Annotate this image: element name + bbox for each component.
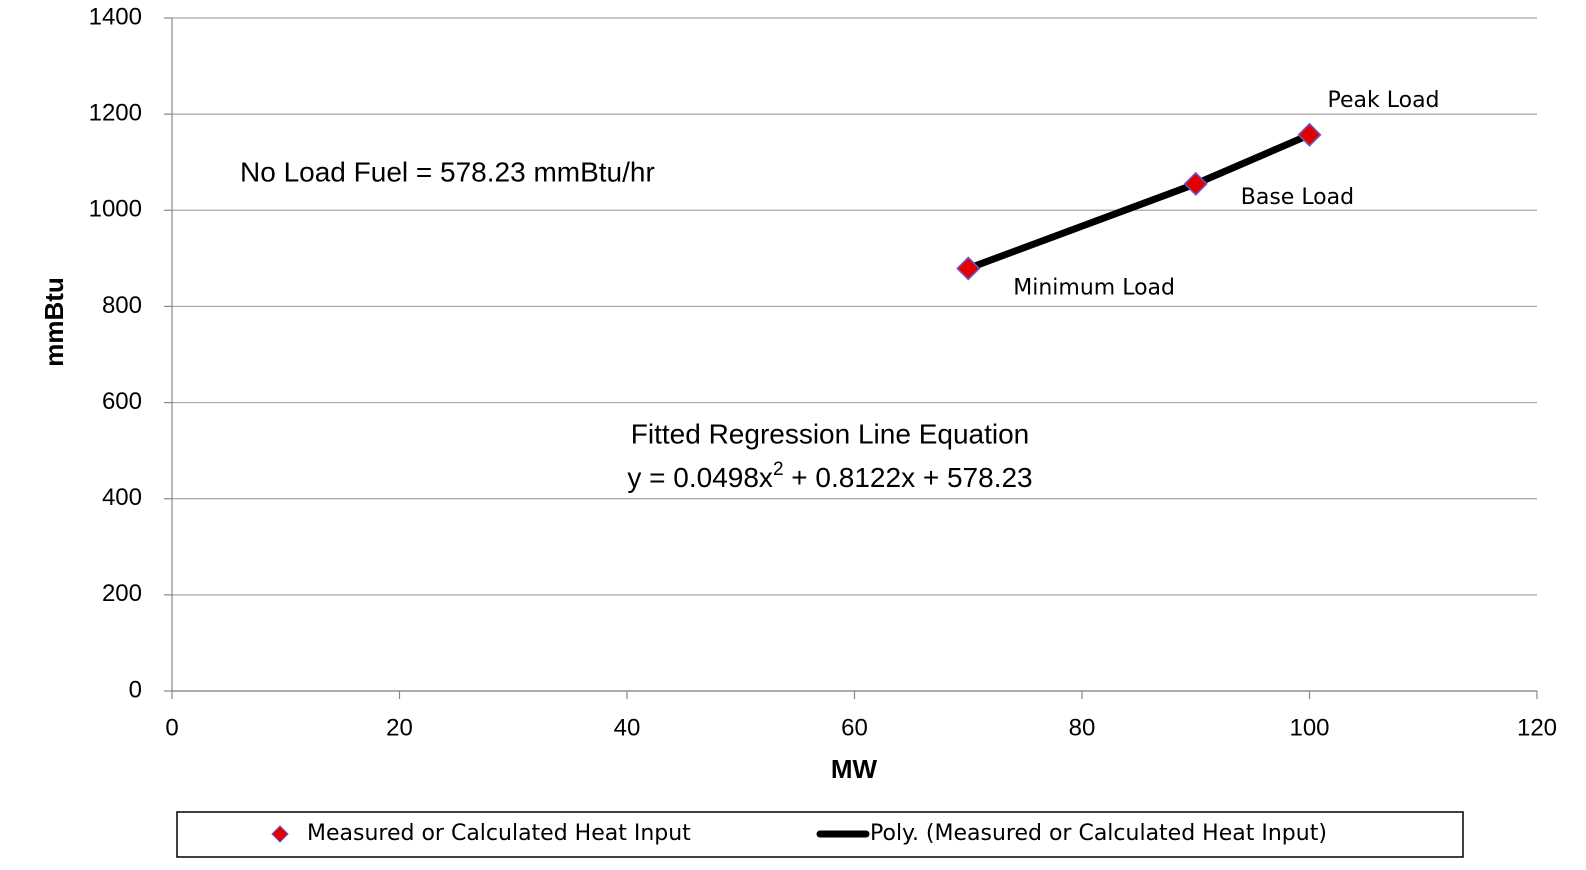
y-tick-label: 1400 [89, 3, 142, 30]
x-tick-label: 100 [1289, 714, 1329, 741]
equation-part: + 0.8122x + 578.23 [784, 462, 1033, 493]
y-tick-label: 0 [129, 676, 142, 703]
x-tick-label: 60 [841, 714, 868, 741]
y-axis-label: mmBtu [39, 277, 69, 367]
equation: y = 0.0498x2 + 0.8122x + 578.23 [627, 459, 1032, 493]
y-tick-label: 1000 [89, 196, 142, 223]
y-tick-label: 200 [102, 580, 142, 607]
point [1297, 122, 1322, 147]
x-tick-label: 40 [614, 714, 641, 741]
point-label: Peak Load [1328, 88, 1440, 113]
legend-label: Measured or Calculated Heat Input [307, 821, 691, 846]
equation-part: y = 0.0498x [627, 462, 773, 493]
legend-label: Poly. (Measured or Calculated Heat Input… [870, 821, 1327, 846]
x-tick-label: 120 [1517, 714, 1557, 741]
y-tick-label: 800 [102, 292, 142, 319]
x-axis-label: MW [831, 754, 878, 784]
x-tick-label: 0 [165, 714, 178, 741]
equation-exponent: 2 [773, 459, 784, 480]
legend-marker [271, 825, 289, 843]
no-load-annotation: No Load Fuel = 578.23 mmBtu/hr [240, 156, 655, 187]
x-tick-label: 80 [1069, 714, 1096, 741]
point-label: Minimum Load [1013, 275, 1175, 300]
point [1183, 171, 1208, 196]
point [956, 256, 981, 281]
y-tick-label: 600 [102, 388, 142, 415]
y-tick-label: 1200 [89, 99, 142, 126]
fit-title: Fitted Regression Line Equation [631, 418, 1029, 449]
x-tick-label: 20 [386, 714, 413, 741]
y-tick-label: 400 [102, 484, 142, 511]
legend-box [176, 811, 1464, 858]
point-label: Base Load [1241, 185, 1354, 210]
